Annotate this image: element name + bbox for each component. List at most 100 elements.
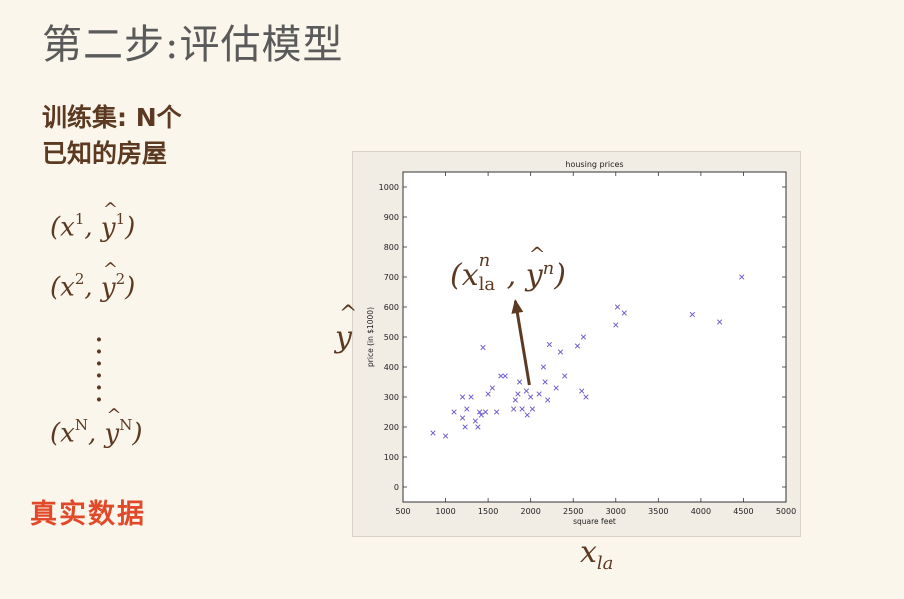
annotation-yhat: y (526, 242, 546, 293)
data-point (519, 406, 525, 412)
training-set-line2: 已知的房屋 (42, 139, 168, 168)
annotation-arrow-head (511, 299, 524, 314)
example-2-yhat: y (101, 259, 118, 303)
data-point (498, 373, 504, 379)
data-point (579, 388, 585, 394)
data-point (459, 394, 466, 400)
data-point (510, 406, 517, 412)
training-set-description: 训练集: N个 已知的房屋 (42, 100, 182, 172)
example-2-x: x (60, 272, 75, 303)
data-point (689, 311, 696, 318)
annotation-sup: n (478, 250, 491, 271)
data-point (574, 343, 581, 349)
y-tick-label: 600 (384, 303, 399, 312)
example-2: (x2, y2) (50, 259, 135, 303)
example-2-y-sup: 2 (115, 270, 126, 288)
data-point (512, 397, 519, 403)
y-tick-label: 900 (384, 213, 399, 222)
example-1-x: x (60, 212, 75, 243)
data-point (540, 364, 547, 370)
x-tick-label: 1500 (478, 507, 498, 516)
y-hat-axis-label: y (335, 302, 357, 355)
example-n-x-sup: N (74, 416, 88, 434)
data-point (478, 412, 484, 418)
y-axis-label: price (in $1000) (366, 307, 375, 367)
data-point (545, 397, 551, 403)
data-point (442, 433, 449, 439)
data-point (485, 391, 491, 397)
x-tick-label: 3000 (606, 507, 626, 516)
y-tick-label: 800 (384, 243, 399, 252)
data-point (583, 394, 589, 400)
data-point (580, 334, 587, 340)
data-point (502, 373, 508, 379)
plot-area (402, 171, 787, 503)
data-point (621, 310, 627, 316)
x-tick-label: 500 (395, 507, 410, 516)
data-point (542, 379, 548, 385)
annotation-ysup: n (542, 258, 555, 279)
y-tick-label: 500 (384, 333, 399, 342)
example-2-x-sup: 2 (74, 270, 85, 288)
example-n-x: x (60, 418, 75, 449)
x-tick-label: 3500 (648, 507, 668, 516)
annotation-x: x (461, 258, 479, 293)
example-n-yhat: y (104, 405, 121, 449)
data-point (451, 409, 457, 415)
example-1-x-sup: 1 (74, 210, 85, 228)
data-point (528, 394, 534, 400)
data-point (546, 341, 553, 348)
data-point (459, 415, 466, 421)
x-tick-label: 4500 (733, 507, 753, 516)
y-tick-label: 1000 (379, 183, 399, 192)
x-tick-label: 4000 (691, 507, 711, 516)
data-point (475, 424, 481, 430)
y-tick-label: 200 (384, 423, 399, 432)
data-point (472, 418, 478, 424)
data-point (529, 406, 536, 412)
data-point (489, 385, 496, 391)
data-point (523, 388, 530, 394)
x-la-base: x (580, 535, 597, 570)
y-tick-label: 300 (384, 393, 399, 402)
data-point (739, 274, 745, 280)
example-1-yhat: y (101, 199, 118, 243)
data-point (613, 322, 619, 328)
housing-prices-chart: housing prices 500 1000 1500 2000 2500 3000 350… (352, 151, 801, 537)
data-point (524, 412, 530, 418)
y-tick-label: 100 (384, 453, 399, 462)
vertical-ellipsis-1: · · · (95, 327, 103, 377)
data-point (476, 409, 483, 415)
annotation-sub: la (478, 274, 496, 295)
data-point (536, 391, 542, 397)
y-tick-label: 400 (384, 363, 399, 372)
data-point (430, 430, 436, 436)
real-data-label: 真实数据 (30, 499, 146, 530)
data-point (480, 344, 486, 351)
y-tick-label: 700 (384, 273, 399, 282)
data-point (482, 409, 489, 415)
example-1-y-sup: 1 (115, 210, 126, 228)
training-set-line1: 训练集: N个 (42, 103, 182, 132)
vertical-ellipsis-2: · · · (95, 363, 103, 413)
data-point (516, 379, 523, 385)
x-la-axis-label: xla (580, 535, 613, 574)
x-axis-label: square feet (573, 517, 616, 526)
x-tick-label: 2000 (520, 507, 540, 516)
data-point (462, 424, 468, 430)
page-title: 第二步:评估模型 (42, 22, 344, 68)
chart-title: housing prices (565, 160, 623, 169)
example-n: (xN, yN) (50, 405, 142, 449)
data-point (614, 304, 621, 310)
annotation-arrow-shaft (513, 300, 531, 386)
data-point (515, 391, 521, 397)
y-tick-label: 0 (394, 483, 399, 492)
data-point (468, 394, 474, 400)
example-1: (x1, y1) (50, 199, 135, 243)
x-tick-label: 1000 (435, 507, 455, 516)
x-la-sub: la (596, 553, 614, 574)
data-point (464, 406, 470, 412)
data-point (716, 319, 723, 325)
